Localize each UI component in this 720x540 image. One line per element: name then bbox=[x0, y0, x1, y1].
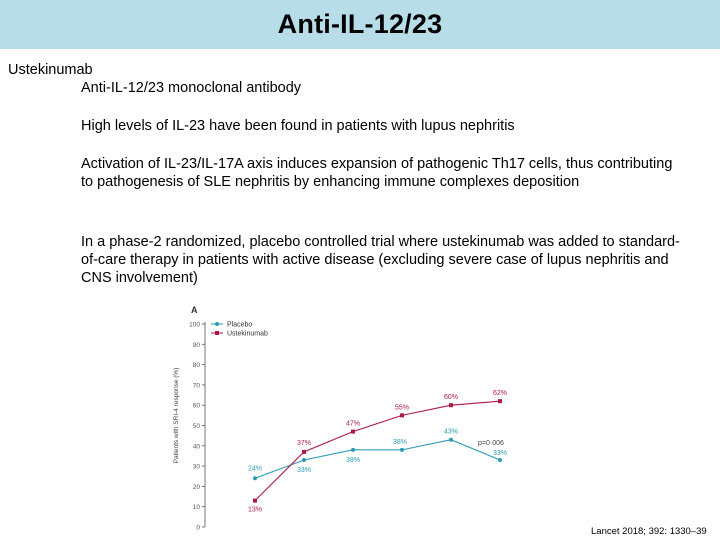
data-point-placebo bbox=[302, 458, 306, 463]
slide-title: Anti-IL-12/23 bbox=[277, 9, 443, 39]
data-label: 13% bbox=[248, 507, 262, 514]
citation: Lancet 2018; 392: 1330–39 bbox=[591, 526, 707, 537]
data-point-placebo bbox=[351, 447, 355, 452]
data-label: 43% bbox=[444, 429, 458, 436]
data-label: 47% bbox=[346, 421, 360, 428]
y-tick-label: 50 bbox=[193, 423, 201, 430]
title-bar: Anti-IL-12/23 bbox=[0, 0, 720, 49]
bullet-il23-levels: High levels of IL-23 have been found in … bbox=[81, 118, 515, 134]
series-line-placebo bbox=[254, 439, 501, 479]
panel-label: A bbox=[191, 305, 198, 315]
bullet-th17-activation: Activation of IL-23/IL-17A axis induces … bbox=[81, 156, 673, 190]
data-point-ustekinumab bbox=[449, 403, 453, 408]
y-tick-label: 80 bbox=[193, 362, 201, 369]
y-tick-label: 20 bbox=[193, 484, 201, 491]
series-line-ustekinumab bbox=[254, 400, 501, 502]
y-tick-label: 10 bbox=[193, 504, 201, 511]
data-label: 38% bbox=[393, 439, 407, 446]
data-label: 62% bbox=[493, 390, 507, 397]
y-tick-label: 40 bbox=[193, 443, 201, 450]
drug-name: Ustekinumab bbox=[8, 62, 93, 78]
data-point-ustekinumab bbox=[400, 413, 404, 418]
p-value-annotation: p=0·006 bbox=[478, 440, 504, 447]
data-point-ustekinumab bbox=[253, 498, 257, 503]
legend-label: Ustekinumab bbox=[227, 331, 268, 338]
data-label: 55% bbox=[395, 404, 409, 411]
y-tick-label: 100 bbox=[189, 322, 200, 329]
legend-marker bbox=[215, 322, 219, 326]
data-point-ustekinumab bbox=[498, 399, 502, 404]
data-point-ustekinumab bbox=[302, 449, 306, 454]
y-tick-label: 90 bbox=[193, 342, 201, 349]
data-label: 33% bbox=[297, 467, 311, 474]
y-tick-label: 60 bbox=[193, 403, 201, 410]
y-axis-label: Patients with SRI-4 response (%) bbox=[173, 368, 180, 464]
y-tick-label: 30 bbox=[193, 464, 201, 471]
data-label: 33% bbox=[493, 450, 507, 457]
bullet-phase2-trial: In a phase-2 randomized, placebo control… bbox=[81, 234, 680, 286]
y-tick-label: 70 bbox=[193, 382, 201, 389]
data-point-placebo bbox=[400, 447, 404, 452]
y-tick-label: 0 bbox=[196, 525, 200, 532]
drug-class: Anti-IL-12/23 monoclonal antibody bbox=[81, 80, 302, 96]
legend-label: Placebo bbox=[227, 322, 252, 329]
legend-marker bbox=[215, 331, 219, 335]
data-point-placebo bbox=[253, 476, 257, 481]
data-point-ustekinumab bbox=[351, 429, 355, 434]
data-point-placebo bbox=[449, 437, 453, 442]
sri4-response-chart: A 0 10 20 30 40 50 60 70 80 90 100 Patients with SRI… bbox=[173, 305, 507, 532]
data-label: 37% bbox=[297, 440, 311, 447]
data-label: 38% bbox=[346, 457, 360, 464]
data-point-placebo bbox=[498, 458, 502, 463]
data-label: 24% bbox=[248, 465, 262, 472]
data-label: 60% bbox=[444, 394, 458, 401]
